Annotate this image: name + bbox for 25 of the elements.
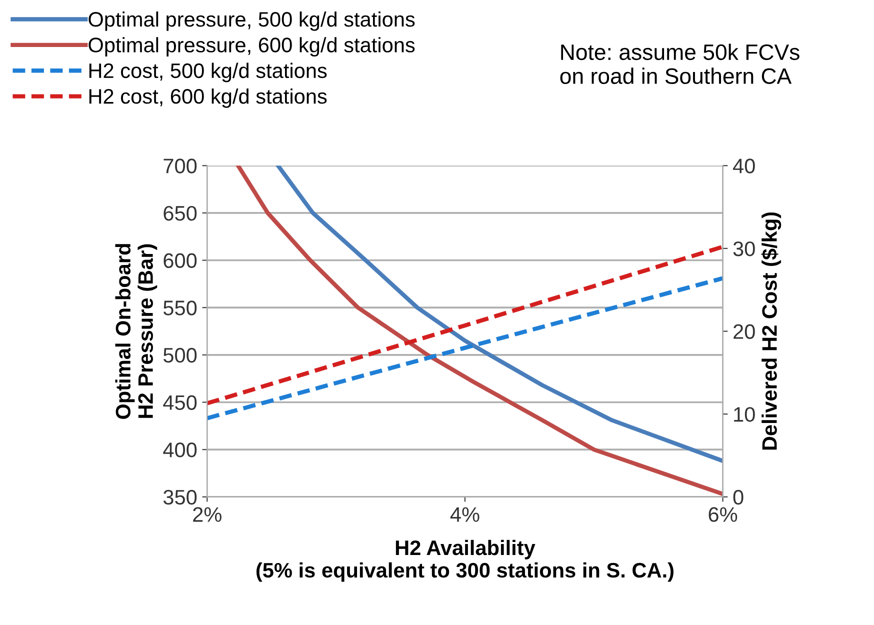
y-tick-label: 650 <box>164 206 197 221</box>
y2-tick-label: 0 <box>733 490 744 505</box>
x-tick-label: 6% <box>708 507 738 522</box>
legend-label: Optimal pressure, 500 kg/d stations <box>88 11 415 31</box>
x-axis-title: H2 Availability (5% is equivalent to 300 stations in S. CA.) <box>256 540 674 582</box>
y2-axis-title: Delivered H2 Cost ($/kg) <box>761 212 782 450</box>
y2-tick-label: 20 <box>734 324 755 340</box>
y-tick-label: 600 <box>164 253 197 268</box>
y-tick-label: 400 <box>163 442 197 458</box>
line-series <box>276 166 723 463</box>
y-tick-label: 700 <box>164 158 197 174</box>
legend-label: H2 cost, 500 kg/d stations <box>89 62 327 82</box>
legend-label: Optimal pressure, 600 kg/d stations <box>88 37 415 57</box>
y2-tick-label: 40 <box>733 158 755 174</box>
x-tick-label: 4% <box>450 507 480 522</box>
y2-tick-label: 30 <box>733 241 755 256</box>
y2-tick-label: 10 <box>734 407 755 422</box>
x-tick-label: 2% <box>193 507 222 522</box>
y-tick-label: 350 <box>163 490 197 505</box>
legend-label: H2 cost, 600 kg/d stations <box>89 88 327 108</box>
y-tick-label: 450 <box>163 395 197 410</box>
y-axis-title: Optimal On-board H2 Pressure (Bar) <box>115 244 158 419</box>
text: Note: assume 50k FCVs on road in Southern CA <box>560 44 800 84</box>
y-tick-label: 500 <box>163 348 197 363</box>
y-tick-label: 550 <box>163 300 197 316</box>
